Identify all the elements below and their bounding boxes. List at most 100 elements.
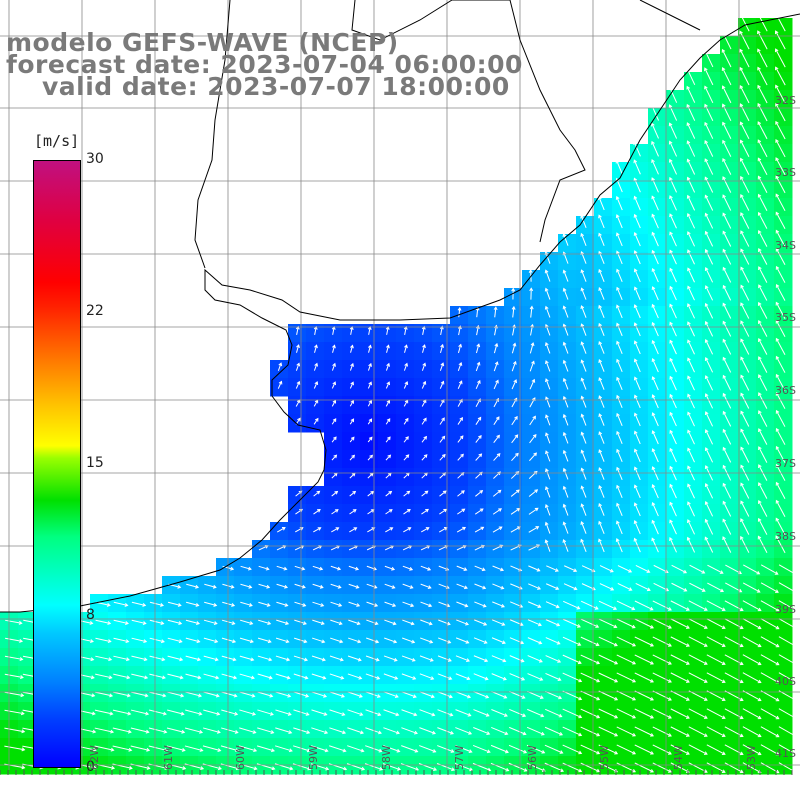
wind-arrow — [203, 619, 217, 625]
wind-arrow-head — [378, 748, 383, 753]
wind-arrow — [760, 600, 779, 612]
wind-arrow — [634, 304, 641, 319]
wind-arrow — [652, 448, 659, 463]
wind-arrow-head — [107, 639, 112, 644]
wind-arrow — [94, 709, 113, 715]
wind-arrow-head — [740, 500, 744, 505]
wind-arrow-head — [687, 267, 691, 272]
wind-arrow-head — [537, 604, 542, 609]
wind-arrow — [634, 377, 641, 391]
wind-arrow — [349, 491, 356, 497]
wind-arrow — [491, 726, 508, 735]
wind-arrow-head — [704, 302, 709, 307]
wind-arrow-head — [230, 566, 235, 571]
wind-arrow-head — [108, 657, 113, 662]
wind-arrow — [758, 356, 768, 373]
wind-arrow — [419, 691, 435, 698]
wind-arrow — [383, 655, 398, 661]
wind-arrow — [400, 763, 419, 771]
wind-arrow — [669, 537, 677, 553]
wind-arrow-head — [393, 639, 398, 644]
wind-arrow-head — [632, 768, 637, 773]
wind-arrow — [705, 339, 714, 355]
wind-arrow — [166, 727, 185, 733]
wind-arrow-head — [740, 266, 744, 271]
wind-arrow — [778, 672, 797, 684]
wind-arrow — [167, 637, 182, 643]
wind-arrow — [688, 708, 708, 719]
wind-arrow-head — [317, 527, 322, 531]
wind-arrow — [743, 564, 760, 575]
wind-arrow — [528, 526, 539, 533]
wind-arrow — [239, 709, 256, 715]
wind-arrow — [420, 637, 433, 643]
wind-arrow — [456, 619, 469, 626]
wind-arrow-head — [180, 711, 185, 716]
wind-arrow — [706, 762, 726, 773]
wind-arrow-head — [304, 657, 309, 662]
wind-arrow — [669, 141, 678, 157]
wind-arrow-head — [91, 711, 96, 716]
wind-arrow-head — [757, 193, 762, 198]
wind-arrow — [311, 745, 328, 752]
wind-arrow-head — [616, 394, 620, 399]
wind-arrow-head — [668, 661, 672, 665]
wind-arrow — [312, 619, 325, 625]
wind-arrow — [722, 176, 732, 193]
wind-arrow — [258, 565, 269, 570]
wind-arrow-head — [775, 247, 780, 252]
wind-arrow — [385, 363, 390, 371]
wind-arrow — [492, 583, 504, 589]
wind-arrow — [419, 655, 434, 662]
wind-arrow-head — [739, 103, 744, 108]
wind-arrow — [562, 636, 581, 646]
wind-arrow-head — [287, 693, 292, 698]
wind-arrow-head — [633, 177, 638, 182]
wind-arrow-head — [375, 657, 380, 662]
wind-arrow — [688, 618, 708, 629]
wind-arrow — [437, 709, 453, 716]
wind-arrow — [760, 636, 779, 648]
wind-arrow-head — [687, 501, 691, 506]
wind-arrow-head — [596, 660, 601, 665]
wind-arrow — [167, 709, 184, 715]
wind-arrow — [722, 158, 732, 175]
wind-arrow-head — [464, 585, 468, 590]
colorbar — [33, 160, 81, 768]
wind-arrow-head — [633, 484, 638, 489]
wind-arrow — [437, 655, 452, 662]
wind-arrow-head — [314, 344, 318, 349]
wind-arrow — [221, 709, 238, 715]
wind-arrow — [581, 288, 587, 300]
wind-arrow-head — [562, 377, 567, 382]
wind-arrow-head — [164, 766, 169, 770]
wind-arrow — [149, 691, 166, 697]
wind-arrow — [4, 673, 24, 679]
wind-arrow — [437, 673, 452, 680]
wind-arrow — [651, 250, 659, 265]
wind-arrow — [474, 508, 484, 515]
wind-arrow — [687, 430, 695, 445]
wind-arrow — [367, 400, 372, 407]
wind-arrow — [758, 392, 768, 409]
wind-arrow-head — [467, 694, 472, 699]
wind-arrow — [563, 504, 569, 516]
wind-arrow — [384, 583, 395, 589]
wind-arrow — [545, 486, 551, 498]
wind-arrow-head — [332, 344, 336, 349]
wind-arrow-head — [650, 751, 654, 755]
wind-arrow — [740, 248, 750, 265]
wind-arrow-head — [427, 585, 432, 589]
wind-arrow — [420, 619, 433, 625]
wind-arrow — [239, 727, 256, 734]
wind-arrow — [687, 412, 695, 427]
wind-arrow — [529, 434, 537, 444]
wind-arrow — [778, 708, 797, 720]
wind-arrow — [740, 375, 750, 391]
wind-arrow — [616, 726, 636, 737]
wind-arrow-head — [127, 729, 132, 734]
wind-arrow — [439, 381, 444, 389]
wind-arrow-head — [757, 751, 762, 756]
wind-arrow-head — [775, 193, 780, 198]
wind-arrow-head — [288, 730, 293, 734]
